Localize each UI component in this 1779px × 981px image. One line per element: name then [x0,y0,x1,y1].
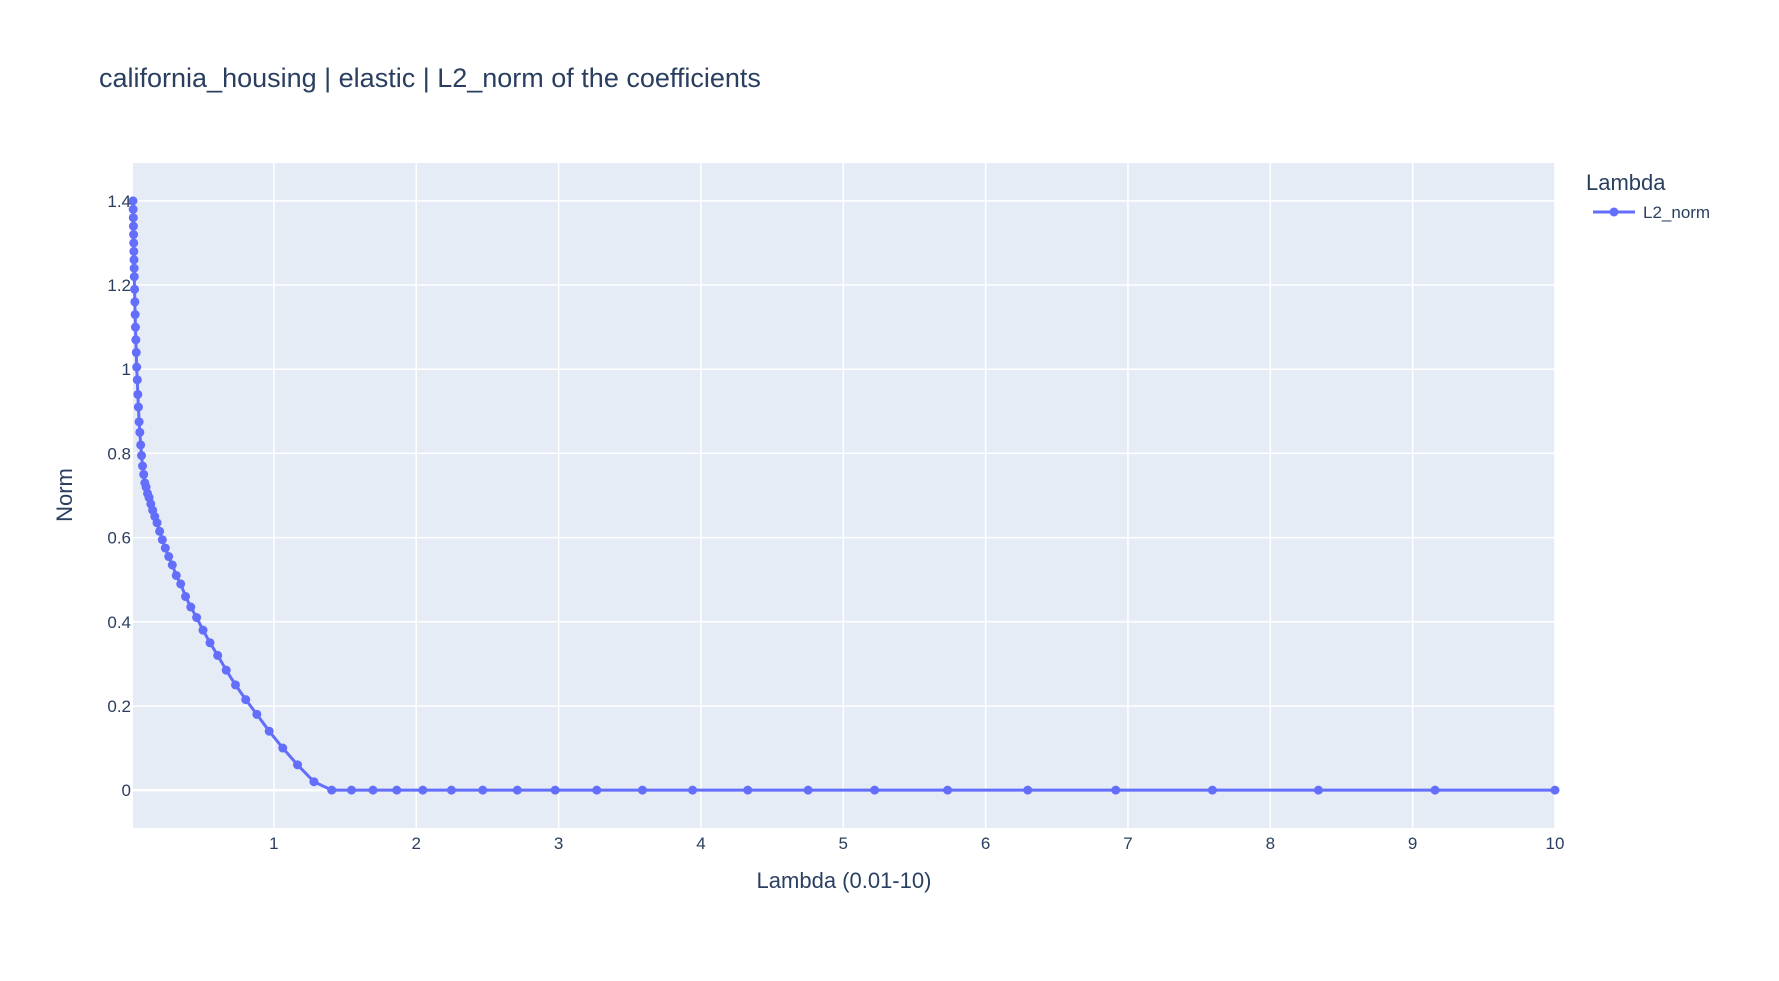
data-point[interactable] [160,543,170,553]
data-point[interactable] [133,389,143,399]
data-point[interactable] [134,417,144,427]
data-point[interactable] [131,347,141,357]
data-point[interactable] [512,785,522,795]
data-point[interactable] [241,695,251,705]
data-point[interactable] [327,785,337,795]
data-point[interactable] [157,535,167,545]
y-tick-label: 0.4 [107,613,131,632]
data-point[interactable] [139,469,149,479]
data-point[interactable] [138,461,148,471]
data-point[interactable] [192,613,202,623]
data-point[interactable] [368,785,378,795]
x-tick-label: 8 [1266,834,1275,853]
data-point[interactable] [129,230,139,240]
data-point[interactable] [688,785,698,795]
data-point[interactable] [870,785,880,795]
legend-item-l2-norm[interactable]: L2_norm [1643,203,1710,222]
y-axis-title: Norm [52,468,77,522]
data-point[interactable] [392,785,402,795]
data-point[interactable] [155,526,165,536]
data-point[interactable] [278,743,288,753]
data-point[interactable] [293,760,303,770]
legend-marker-swatch [1609,207,1619,217]
data-point[interactable] [167,560,177,570]
data-point[interactable] [130,310,140,320]
data-point[interactable] [550,785,560,795]
data-point[interactable] [252,709,262,719]
chart-title: california_housing | elastic | L2_norm o… [99,63,761,93]
data-point[interactable] [1023,785,1033,795]
tick-layer: 1 2 3 4 5 6 7 8 9 10 0 0.2 0.4 0.6 0.8 1 1.2 1.4 [107,192,1564,853]
data-point[interactable] [133,402,143,412]
data-point[interactable] [171,570,181,580]
data-point[interactable] [137,451,147,461]
y-tick-label: 1 [122,360,131,379]
data-point[interactable] [136,440,146,450]
data-point[interactable] [129,263,139,273]
data-point[interactable] [128,196,138,206]
data-point[interactable] [309,777,319,787]
data-point[interactable] [803,785,813,795]
x-tick-label: 1 [269,834,278,853]
x-tick-label: 4 [696,834,705,853]
y-tick-label: 0.8 [107,444,131,463]
y-tick-label: 0.2 [107,697,131,716]
x-tick-label: 10 [1546,834,1565,853]
data-point[interactable] [1430,785,1440,795]
x-axis-title: Lambda (0.01-10) [757,868,932,893]
data-point[interactable] [164,552,174,562]
data-point[interactable] [346,785,356,795]
data-point[interactable] [1111,785,1121,795]
data-point[interactable] [743,785,753,795]
y-tick-label: 0.6 [107,529,131,548]
x-tick-label: 7 [1123,834,1132,853]
data-point[interactable] [1313,785,1323,795]
y-tick-label: 1.2 [107,276,131,295]
data-point[interactable] [478,785,488,795]
legend[interactable]: Lambda L2_norm [1586,170,1710,222]
data-point[interactable] [128,213,138,223]
data-point[interactable] [264,726,274,736]
data-point[interactable] [205,638,215,648]
data-point[interactable] [131,335,141,345]
data-point[interactable] [418,785,428,795]
data-point[interactable] [213,650,223,660]
data-point[interactable] [943,785,953,795]
data-point[interactable] [198,625,208,635]
data-point[interactable] [1207,785,1217,795]
x-tick-label: 6 [981,834,990,853]
data-point[interactable] [181,592,191,602]
data-point[interactable] [130,297,140,307]
data-point[interactable] [129,255,139,265]
y-tick-label: 1.4 [107,192,131,211]
data-point[interactable] [152,518,162,528]
data-point[interactable] [130,284,140,294]
series-layer [128,196,1560,795]
data-point[interactable] [446,785,456,795]
x-tick-label: 3 [554,834,563,853]
data-point[interactable] [1550,785,1560,795]
data-point[interactable] [176,579,186,589]
x-tick-label: 9 [1408,834,1417,853]
data-point[interactable] [186,602,196,612]
data-point[interactable] [128,204,138,214]
legend-title: Lambda [1586,170,1666,195]
data-point[interactable] [130,322,140,332]
x-tick-label: 2 [412,834,421,853]
data-point[interactable] [129,272,139,282]
data-point[interactable] [132,362,142,372]
data-point[interactable] [592,785,602,795]
data-point[interactable] [132,375,142,385]
x-tick-label: 5 [839,834,848,853]
data-point[interactable] [129,238,139,248]
data-point[interactable] [135,427,145,437]
data-point[interactable] [128,221,138,231]
data-point[interactable] [129,246,139,256]
y-tick-label: 0 [122,781,131,800]
data-point[interactable] [221,665,231,675]
data-point[interactable] [637,785,647,795]
data-point[interactable] [230,680,240,690]
